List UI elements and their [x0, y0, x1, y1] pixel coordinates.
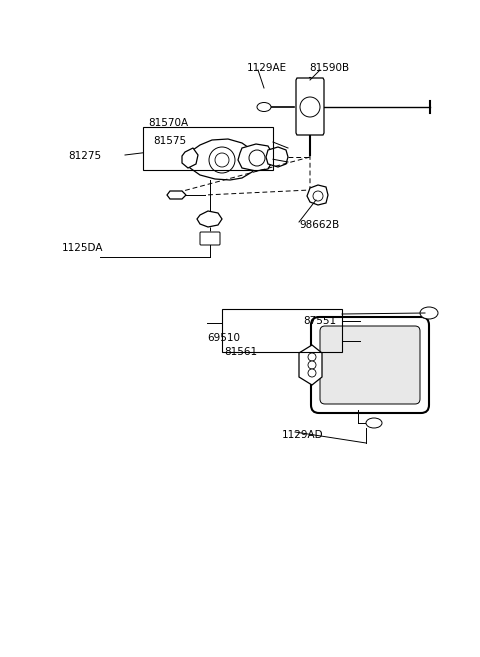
Ellipse shape	[420, 307, 438, 319]
Text: 1125DA: 1125DA	[62, 243, 104, 253]
Polygon shape	[266, 147, 288, 167]
Text: 98662B: 98662B	[299, 220, 339, 230]
FancyBboxPatch shape	[200, 232, 220, 245]
Text: 81575: 81575	[153, 136, 186, 146]
Bar	[143, 127, 273, 170]
Text: 69510: 69510	[207, 333, 240, 343]
Ellipse shape	[366, 418, 382, 428]
Ellipse shape	[257, 102, 271, 112]
Polygon shape	[238, 144, 272, 171]
Polygon shape	[307, 185, 328, 205]
Circle shape	[300, 97, 320, 117]
Polygon shape	[299, 345, 322, 385]
Text: 81561: 81561	[224, 347, 257, 357]
Circle shape	[308, 353, 316, 361]
Circle shape	[209, 147, 235, 173]
Polygon shape	[197, 211, 222, 227]
Circle shape	[308, 361, 316, 369]
Polygon shape	[182, 148, 198, 168]
Polygon shape	[167, 191, 186, 199]
Bar	[222, 309, 342, 352]
Text: 81570A: 81570A	[148, 118, 188, 128]
FancyBboxPatch shape	[320, 326, 420, 404]
Polygon shape	[187, 139, 258, 180]
FancyBboxPatch shape	[311, 317, 429, 413]
Text: 81590B: 81590B	[309, 63, 349, 73]
Text: 1129AE: 1129AE	[247, 63, 287, 73]
Polygon shape	[296, 78, 324, 135]
Circle shape	[308, 369, 316, 377]
Circle shape	[215, 153, 229, 167]
Text: 1129AD: 1129AD	[282, 430, 324, 440]
Text: 87551: 87551	[303, 316, 336, 326]
Circle shape	[249, 150, 265, 166]
Circle shape	[313, 191, 323, 201]
Text: 81275: 81275	[68, 151, 101, 161]
